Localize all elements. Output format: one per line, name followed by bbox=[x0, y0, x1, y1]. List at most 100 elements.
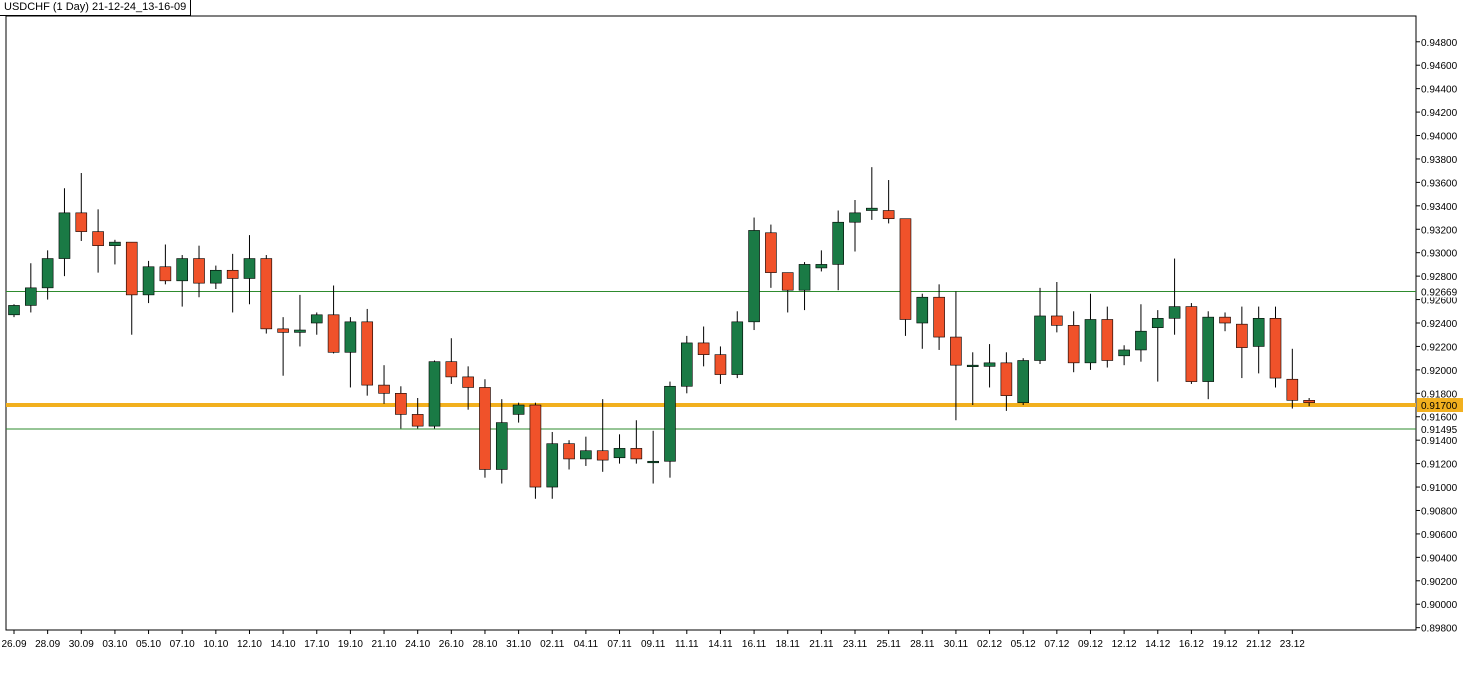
x-tick-label: 28.11 bbox=[910, 639, 935, 650]
candle-body-bear bbox=[933, 296, 945, 338]
candle-body-bull bbox=[613, 448, 626, 459]
candle-body-bull bbox=[1135, 330, 1147, 351]
level-label-resistance: 0.92669 bbox=[1421, 287, 1458, 298]
y-tick-label: 0.94400 bbox=[1421, 85, 1458, 96]
candle bbox=[495, 399, 508, 484]
candle-body-bull bbox=[1168, 306, 1181, 319]
candle bbox=[630, 420, 643, 464]
candle-body-bull bbox=[41, 258, 54, 289]
candle-body-bear bbox=[159, 266, 172, 282]
y-tick-label: 0.94600 bbox=[1421, 61, 1458, 72]
x-tick-label: 30.09 bbox=[69, 639, 94, 650]
candle bbox=[1168, 258, 1181, 335]
y-tick-label: 0.93400 bbox=[1421, 202, 1458, 213]
candle-body-bull bbox=[647, 460, 659, 464]
candle bbox=[596, 399, 609, 472]
x-tick-label: 28.10 bbox=[472, 639, 497, 650]
candle-body-bull bbox=[832, 221, 844, 265]
candle-body-bull bbox=[1202, 316, 1215, 382]
candle-body-bear bbox=[1303, 400, 1315, 403]
candle bbox=[445, 338, 458, 384]
candle bbox=[1286, 348, 1299, 409]
candle-body-bull bbox=[916, 296, 929, 324]
candle bbox=[849, 199, 861, 252]
candle bbox=[25, 263, 37, 313]
candle bbox=[680, 335, 693, 394]
candle bbox=[866, 167, 878, 220]
x-tick-label: 07.10 bbox=[170, 639, 195, 650]
y-tick-label: 0.93800 bbox=[1421, 155, 1458, 166]
y-tick-label: 0.92800 bbox=[1421, 272, 1458, 283]
candle-body-bull bbox=[815, 264, 828, 269]
candle-body-bull bbox=[58, 212, 71, 259]
candle-body-bull bbox=[1252, 318, 1265, 347]
current-price-label-bg bbox=[1417, 398, 1463, 413]
x-tick-label: 30.11 bbox=[944, 639, 969, 650]
candle bbox=[899, 218, 912, 336]
candle-body-bear bbox=[950, 336, 962, 366]
x-tick-label: 17.10 bbox=[304, 639, 329, 650]
candle-body-bear bbox=[781, 272, 794, 291]
candle bbox=[1303, 397, 1315, 407]
candle bbox=[1000, 352, 1013, 411]
candle-body-bear bbox=[479, 387, 491, 470]
y-tick-label: 0.90200 bbox=[1421, 577, 1458, 588]
candle-body-bear bbox=[1000, 362, 1013, 396]
candle bbox=[92, 209, 104, 273]
candle-body-bull bbox=[664, 385, 676, 462]
candle-body-bull bbox=[495, 422, 508, 470]
candle bbox=[142, 260, 155, 304]
x-tick-label: 19.12 bbox=[1213, 639, 1238, 650]
candle-body-bear bbox=[277, 328, 289, 333]
x-tick-label: 23.12 bbox=[1280, 639, 1305, 650]
y-tick-label: 0.89800 bbox=[1421, 624, 1458, 635]
x-tick-label: 10.10 bbox=[203, 639, 228, 650]
candle bbox=[731, 311, 744, 379]
x-tick-label: 21.10 bbox=[372, 639, 397, 650]
candle bbox=[1101, 306, 1114, 368]
candle-body-bull bbox=[428, 361, 441, 427]
y-tick-label: 0.92200 bbox=[1421, 342, 1458, 353]
x-tick-label: 31.10 bbox=[506, 639, 531, 650]
candle-body-bear bbox=[445, 361, 458, 378]
candle bbox=[1017, 358, 1030, 406]
x-tick-label: 28.09 bbox=[35, 639, 60, 650]
candle-body-bear bbox=[899, 218, 912, 320]
plot-area bbox=[5, 15, 1417, 631]
y-tick-label: 0.90800 bbox=[1421, 506, 1458, 517]
candle bbox=[832, 210, 844, 291]
x-tick-label: 16.12 bbox=[1179, 639, 1204, 650]
y-tick-label: 0.91000 bbox=[1421, 483, 1458, 494]
y-tick-label: 0.91200 bbox=[1421, 460, 1458, 471]
candle bbox=[176, 255, 188, 307]
candle bbox=[1118, 345, 1130, 366]
candle bbox=[41, 250, 54, 300]
candle bbox=[815, 250, 828, 272]
x-tick-label: 14.10 bbox=[271, 639, 296, 650]
candle-body-bear bbox=[411, 414, 424, 427]
candle-body-bear bbox=[1051, 315, 1063, 326]
y-tick-label: 0.92600 bbox=[1421, 296, 1458, 307]
candle bbox=[1185, 303, 1198, 384]
candle bbox=[479, 379, 491, 478]
x-tick-label: 02.11 bbox=[540, 639, 565, 650]
candle bbox=[966, 352, 979, 406]
candle-body-bull bbox=[1151, 318, 1164, 328]
candle-body-bull bbox=[176, 258, 188, 282]
candle bbox=[714, 346, 727, 384]
candle bbox=[748, 217, 760, 331]
y-tick-label: 0.90400 bbox=[1421, 553, 1458, 564]
candle bbox=[411, 397, 424, 429]
y-tick-label: 0.91800 bbox=[1421, 389, 1458, 400]
candle bbox=[798, 262, 811, 311]
candle-body-bull bbox=[1017, 360, 1030, 403]
x-tick-label: 05.10 bbox=[136, 639, 161, 650]
x-tick-label: 24.10 bbox=[405, 639, 430, 650]
y-tick-label: 0.90600 bbox=[1421, 530, 1458, 541]
candle bbox=[75, 173, 88, 241]
candle bbox=[226, 253, 239, 313]
level-label-bg bbox=[1417, 285, 1471, 298]
y-tick-label: 0.91400 bbox=[1421, 436, 1458, 447]
candle-body-bull bbox=[1034, 315, 1046, 361]
candle bbox=[243, 235, 256, 305]
